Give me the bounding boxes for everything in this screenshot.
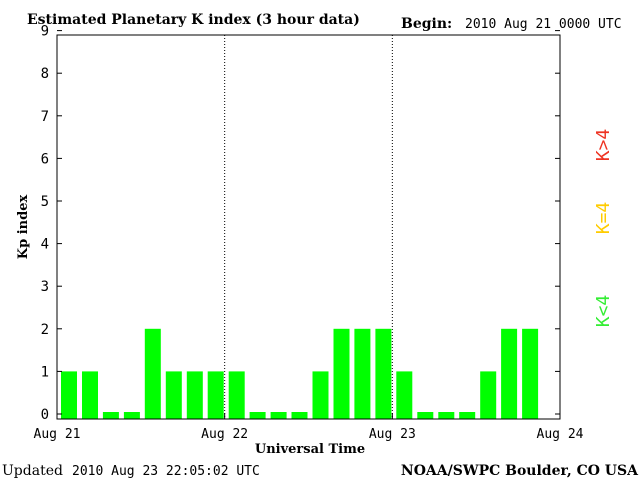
source-credit: NOAA/SWPC Boulder, CO USA xyxy=(401,463,639,479)
kp-bar xyxy=(228,371,245,419)
kp-bar xyxy=(186,371,203,419)
kp-bar xyxy=(438,412,455,419)
y-tick-label: 6 xyxy=(41,151,49,167)
kp-bar xyxy=(291,412,308,419)
kp-bar xyxy=(480,371,497,419)
kp-bar xyxy=(102,412,119,419)
kp-bar xyxy=(82,371,98,419)
legend-item: K<4 xyxy=(593,295,614,328)
bar-series xyxy=(61,328,539,419)
kp-bar xyxy=(165,371,182,419)
kp-bar xyxy=(354,328,371,419)
x-tick-label: Aug 22 xyxy=(201,427,248,442)
x-tick-label: Aug 23 xyxy=(369,427,416,442)
kp-bar xyxy=(459,412,476,419)
x-tick-label: Aug 21 xyxy=(34,427,81,442)
kp-bar xyxy=(522,328,539,419)
kp-bar xyxy=(312,371,329,419)
chart-title: Estimated Planetary K index (3 hour data… xyxy=(27,12,360,28)
begin-value: 2010 Aug 21 0000 UTC xyxy=(465,17,622,32)
y-tick-label: 7 xyxy=(41,109,49,125)
legend: K<4 K=4 K>4 xyxy=(593,129,614,328)
kp-bar xyxy=(501,328,518,419)
y-tick-label: 0 xyxy=(41,407,49,423)
y-tick-label: 2 xyxy=(41,322,49,338)
updated-label: Updated xyxy=(2,463,63,479)
begin-label: Begin: xyxy=(401,16,452,32)
updated-value: 2010 Aug 23 22:05:02 UTC xyxy=(72,464,260,479)
kp-bar xyxy=(249,412,266,419)
y-tick-label: 3 xyxy=(41,279,49,295)
y-tick-label: 5 xyxy=(41,194,49,210)
y-tick-label: 9 xyxy=(41,24,49,40)
y-tick-label: 4 xyxy=(41,237,49,253)
y-axis-label: Kp index xyxy=(16,195,31,260)
kp-bar xyxy=(396,371,413,419)
legend-item: K=4 xyxy=(593,202,614,235)
x-axis-label: Universal Time xyxy=(255,442,365,457)
kp-bar xyxy=(207,371,224,419)
y-axis-ticks: 0 1 2 3 4 5 6 7 8 9 xyxy=(41,24,560,423)
kp-bar xyxy=(333,328,350,419)
legend-item: K>4 xyxy=(593,129,614,162)
kp-bar xyxy=(123,412,140,419)
y-tick-label: 1 xyxy=(41,364,49,380)
y-tick-label: 8 xyxy=(41,66,49,82)
kp-bar xyxy=(270,412,287,419)
kp-bar xyxy=(375,328,392,419)
plot-frame xyxy=(56,34,561,420)
kp-bar xyxy=(61,371,77,419)
x-tick-label: Aug 24 xyxy=(537,427,584,442)
x-axis-ticks: Aug 21 Aug 22 Aug 23 Aug 24 xyxy=(34,413,584,442)
kp-bar xyxy=(144,328,161,419)
kp-bar xyxy=(417,412,434,419)
day-gridlines xyxy=(224,35,393,419)
